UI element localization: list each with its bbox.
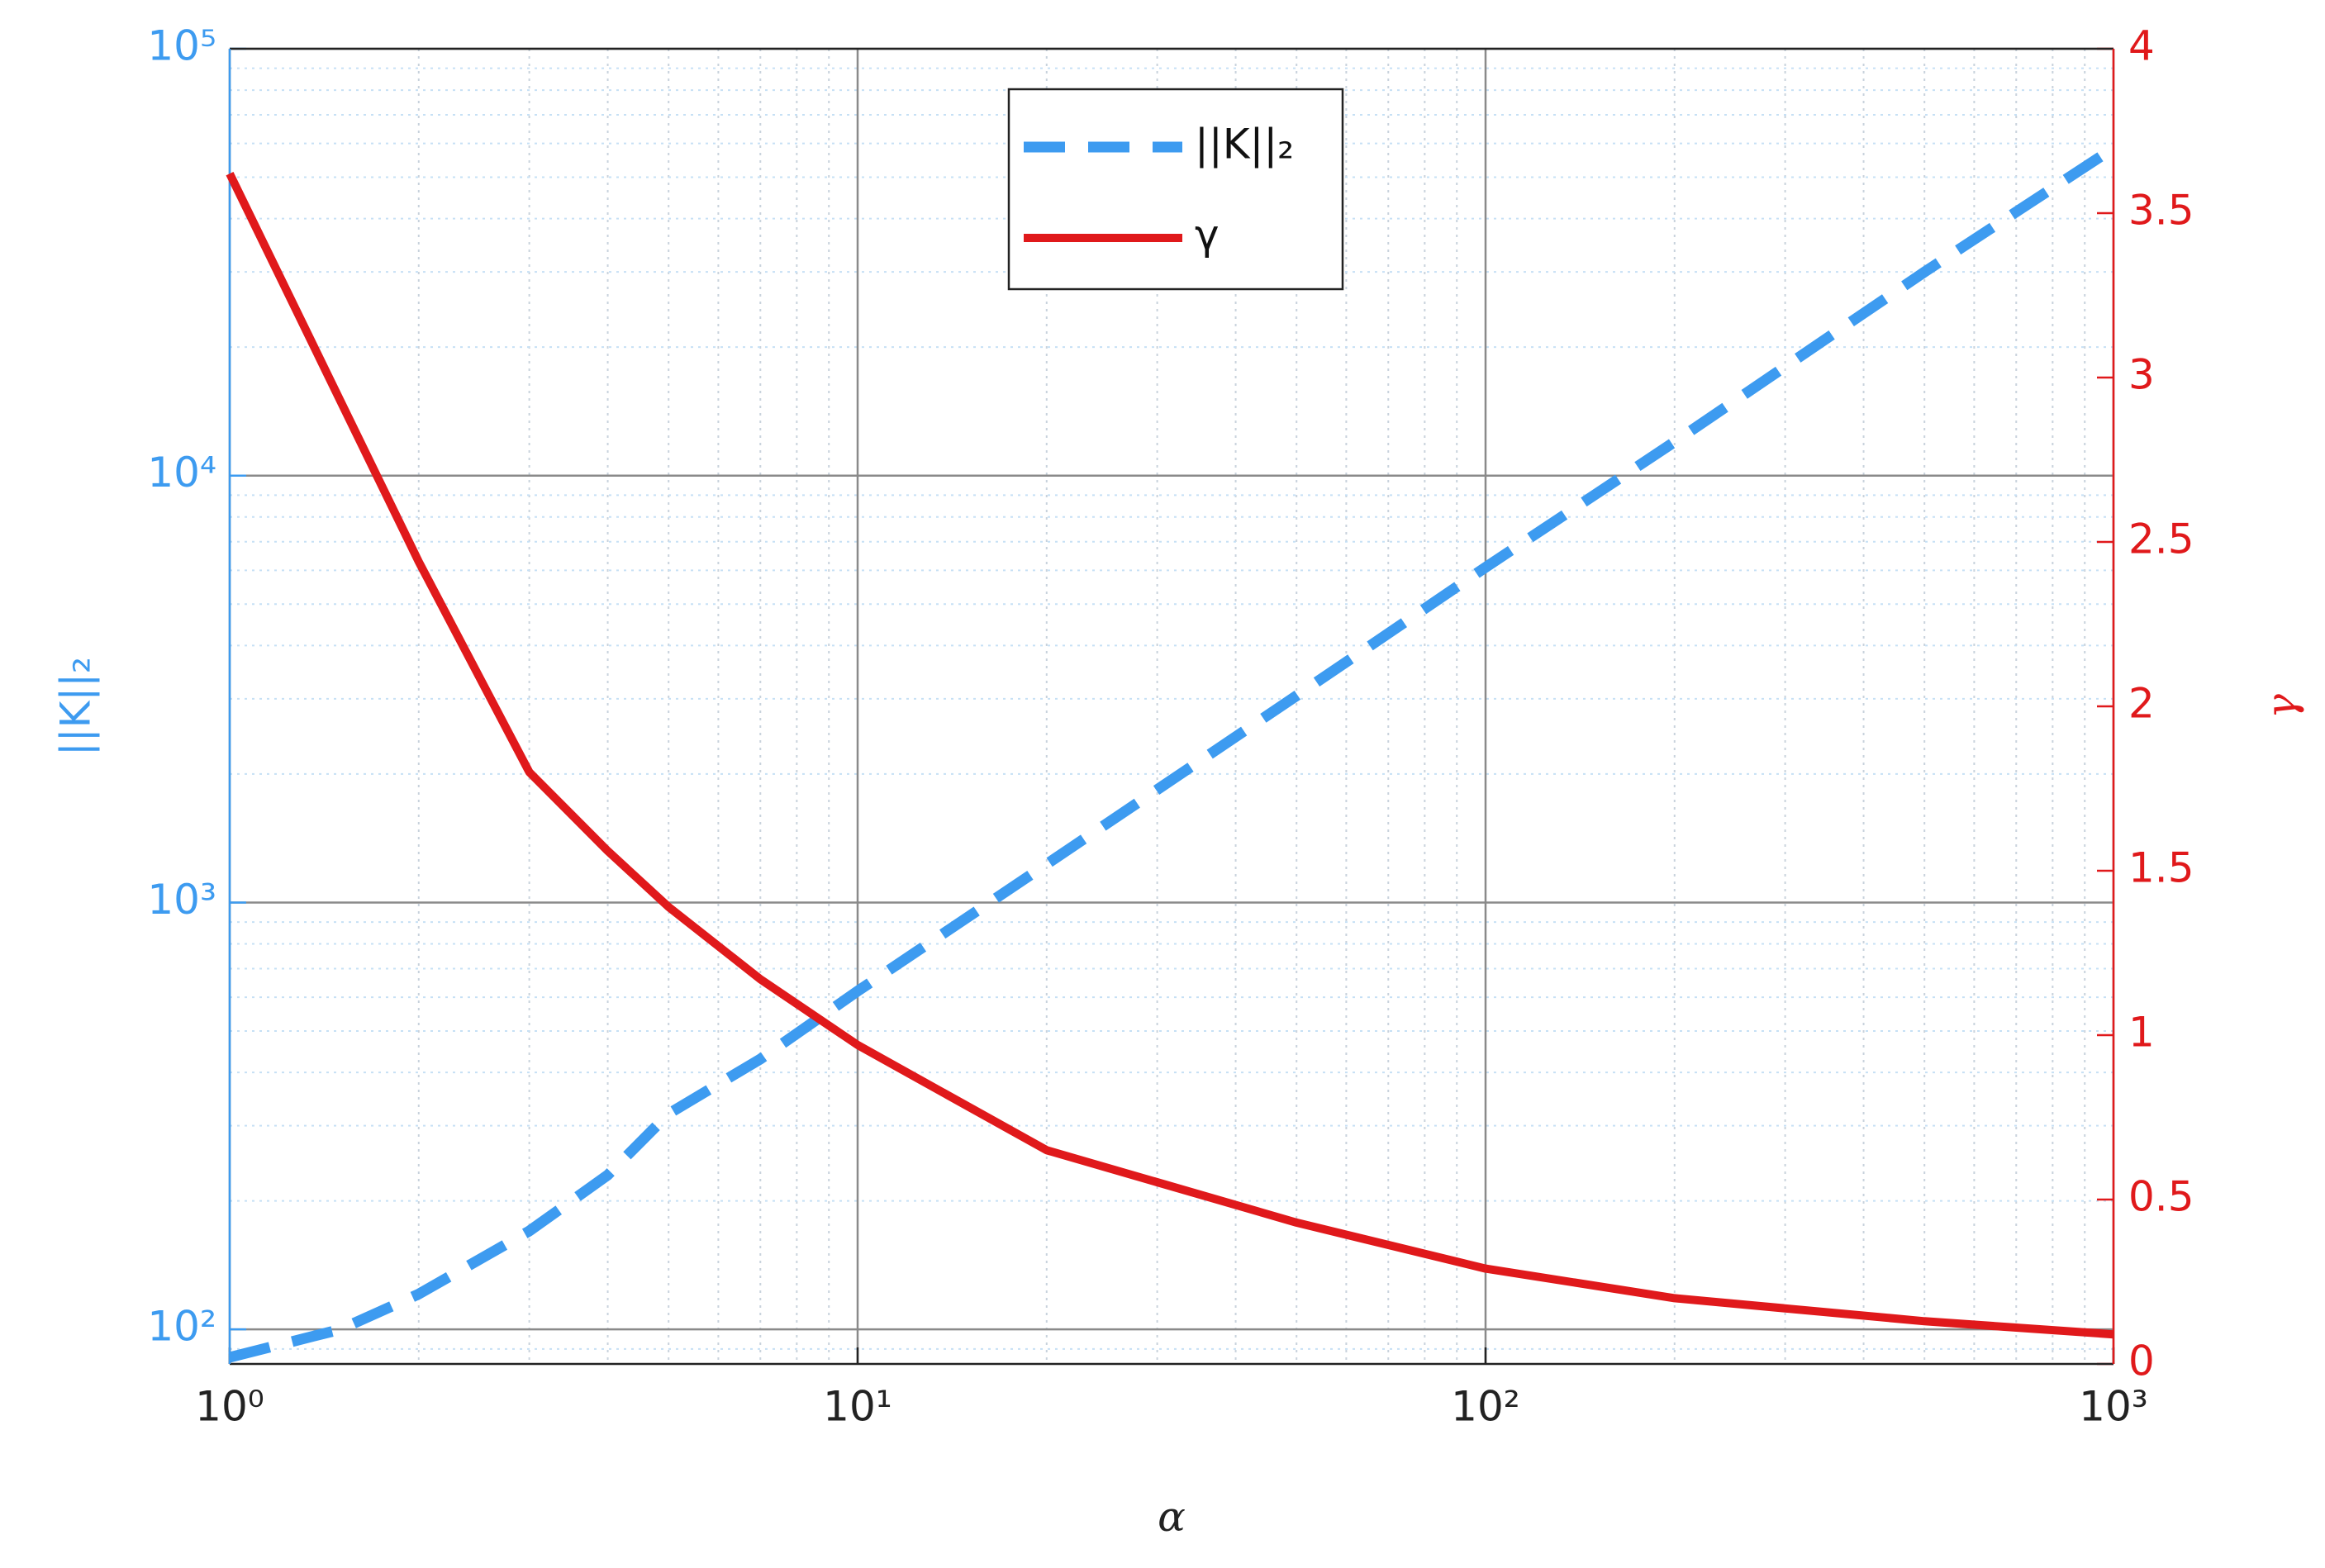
x-tick-label: 10⁰ bbox=[195, 1383, 264, 1431]
legend: ||K||₂ γ bbox=[1007, 88, 1344, 291]
y2-tick-label: 3.5 bbox=[2128, 187, 2194, 235]
series-line bbox=[228, 143, 2117, 1363]
y2-tick-label: 0.5 bbox=[2128, 1173, 2194, 1221]
y-tick-label: 10⁴ bbox=[147, 449, 216, 497]
y-tick-label: 10² bbox=[147, 1303, 216, 1351]
x-tick-label: 10¹ bbox=[823, 1383, 892, 1431]
y2-axis-label: γ bbox=[2257, 694, 2305, 719]
y2-tick-label: 3 bbox=[2128, 351, 2155, 399]
legend-label: ||K||₂ bbox=[1195, 121, 1294, 169]
x-tick-label: 10³ bbox=[2079, 1383, 2148, 1431]
y2-tick-label: 4 bbox=[2128, 22, 2155, 70]
series-line bbox=[226, 172, 2114, 1339]
y-tick-label: 10³ bbox=[147, 876, 216, 924]
y2-tick-label: 2 bbox=[2128, 680, 2155, 728]
y2-tick-label: 0 bbox=[2128, 1338, 2155, 1385]
x-axis-label: α bbox=[1158, 1493, 1186, 1541]
y2-tick-label: 1 bbox=[2128, 1009, 2155, 1057]
legend-box bbox=[1007, 88, 1344, 291]
y2-tick-label: 1.5 bbox=[2128, 844, 2194, 892]
x-tick-label: 10² bbox=[1451, 1383, 1520, 1431]
legend-label: γ bbox=[1195, 211, 1220, 259]
y-axis-label: ||K||₂ bbox=[52, 657, 100, 756]
y-tick-label: 10⁵ bbox=[147, 22, 216, 70]
y2-tick-label: 2.5 bbox=[2128, 516, 2194, 563]
